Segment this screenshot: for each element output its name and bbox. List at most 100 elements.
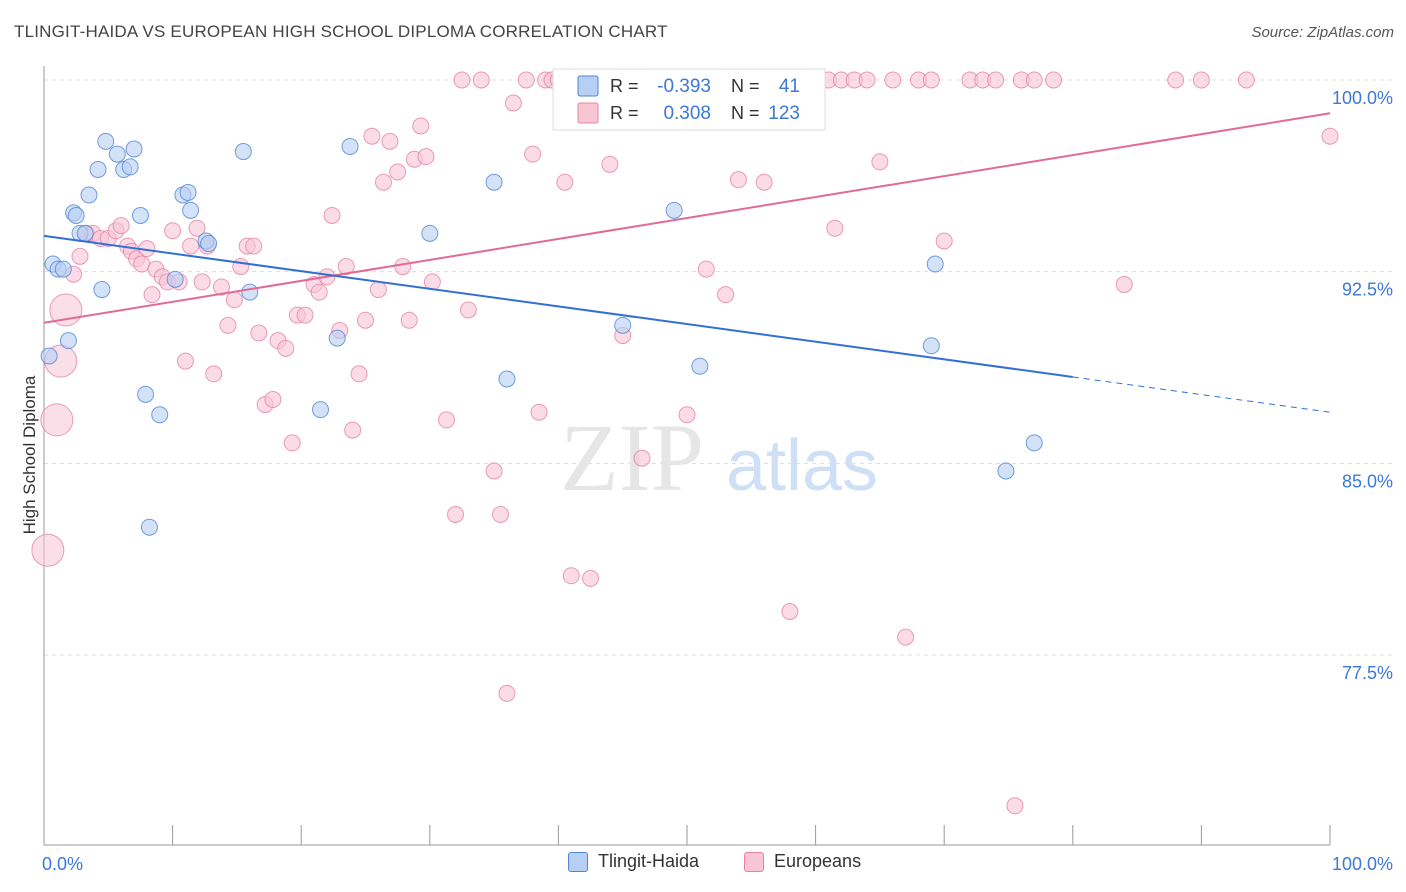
europeans-point [394,258,412,276]
europeans-point [182,237,200,255]
tlingit-haida-point [54,260,72,278]
tlingit-haida-point [93,281,111,299]
europeans-point [212,278,230,296]
y-tick-label: 77.5% [1342,663,1393,683]
europeans-point [562,567,580,585]
europeans-point [283,434,301,452]
europeans-point [31,533,65,567]
tick-labels: 77.5% 85.0% 92.5% 100.0% 0.0% 100.0% [42,88,1393,874]
tlingit-haida-point [485,173,503,191]
europeans-point [633,449,651,467]
europeans-point [350,365,368,383]
europeans-point [143,286,161,304]
legend-item-tlingit-haida[interactable]: Tlingit-Haida [568,851,699,872]
tlingit-haida-point [241,283,259,301]
watermark: ZIP atlas [560,404,878,511]
europeans-point [323,206,341,224]
stats-n-label: N = [731,103,760,123]
tlingit-haida-point [131,206,149,224]
europeans-point [112,217,130,235]
europeans-point [1115,275,1133,293]
europeans-point [412,117,430,135]
europeans-point [245,237,263,255]
europeans-point [277,339,295,357]
tlingit-haida-point [137,385,155,403]
europeans-point [264,390,282,408]
europeans-point [922,71,940,89]
europeans-point [729,171,747,189]
europeans-point [697,260,715,278]
europeans-point [176,352,194,370]
europeans-point [1167,71,1185,89]
europeans-trend-line [43,112,1331,324]
tlingit-haida-point [97,132,115,150]
europeans-point [472,71,490,89]
tlingit-haida-point [59,332,77,350]
europeans-point [205,365,223,383]
europeans-point [310,283,328,301]
europeans-point [897,628,915,646]
legend-item-europeans[interactable]: Europeans [744,851,861,872]
europeans-point [678,406,696,424]
stats-r-value: 0.308 [663,103,711,124]
x-tick-label: 0.0% [42,854,83,874]
europeans-point [438,411,456,429]
europeans-point [1321,127,1339,145]
europeans-point [498,684,516,702]
tlingit-haida-point [40,347,58,365]
europeans-point [1025,71,1043,89]
europeans-point [582,569,600,587]
europeans-point [337,258,355,276]
tlingit-haida-point [311,401,329,419]
europeans-point [1237,71,1255,89]
tlingit-haida-point [179,183,197,201]
europeans-point [1045,71,1063,89]
legend-swatch-europeans [744,851,764,872]
tlingit-haida-point [67,206,85,224]
europeans-point [987,71,1005,89]
europeans-point [492,505,510,523]
tlingit-haida-point [151,406,169,424]
tlingit-haida-point [691,357,709,375]
europeans-point [485,462,503,480]
trend-lines [43,112,1331,413]
europeans-point [826,219,844,237]
tlingit-haida-point [76,224,94,242]
chart-title: TLINGIT-HAIDA VS EUROPEAN HIGH SCHOOL DI… [14,22,668,41]
axes [43,66,1331,846]
tlingit-haida-point [80,186,98,204]
tlingit-haida-trend-line [43,234,1073,378]
legend-label-tlingit-haida: Tlingit-Haida [598,851,700,871]
tlingit-haida-point [421,224,439,242]
tlingit-haida-point [121,158,139,176]
europeans-point [459,301,477,319]
stats-swatch [577,75,599,97]
europeans-point [381,132,399,150]
europeans-point [400,311,418,329]
stats-r-label: R = [610,76,639,96]
tlingit-haida-point [926,255,944,273]
europeans-point [1192,71,1210,89]
tlingit-haida-point [328,329,346,347]
stats-swatch [577,102,599,124]
europeans-point [357,311,374,329]
europeans-point [530,403,548,421]
stats-r-value: -0.393 [657,76,711,97]
tlingit-haida-point [182,201,200,219]
europeans-point [188,219,206,237]
stats-r-label: R = [610,103,639,123]
europeans-point [935,232,953,250]
tlingit-haida-point [200,235,218,253]
y-tick-label: 85.0% [1342,471,1393,491]
legend-label-europeans: Europeans [774,851,862,871]
bottom-legend: Tlingit-Haida Europeans [0,851,1406,879]
europeans-point [133,255,151,273]
stats-legend: R = -0.393 N = 41 R = 0.308 N = 123 [552,68,826,131]
tlingit-haida-point [89,160,107,178]
europeans-point [232,258,250,276]
europeans-point [225,291,243,309]
europeans-point [504,94,522,112]
europeans-point [344,421,362,439]
europeans-point [369,281,387,299]
